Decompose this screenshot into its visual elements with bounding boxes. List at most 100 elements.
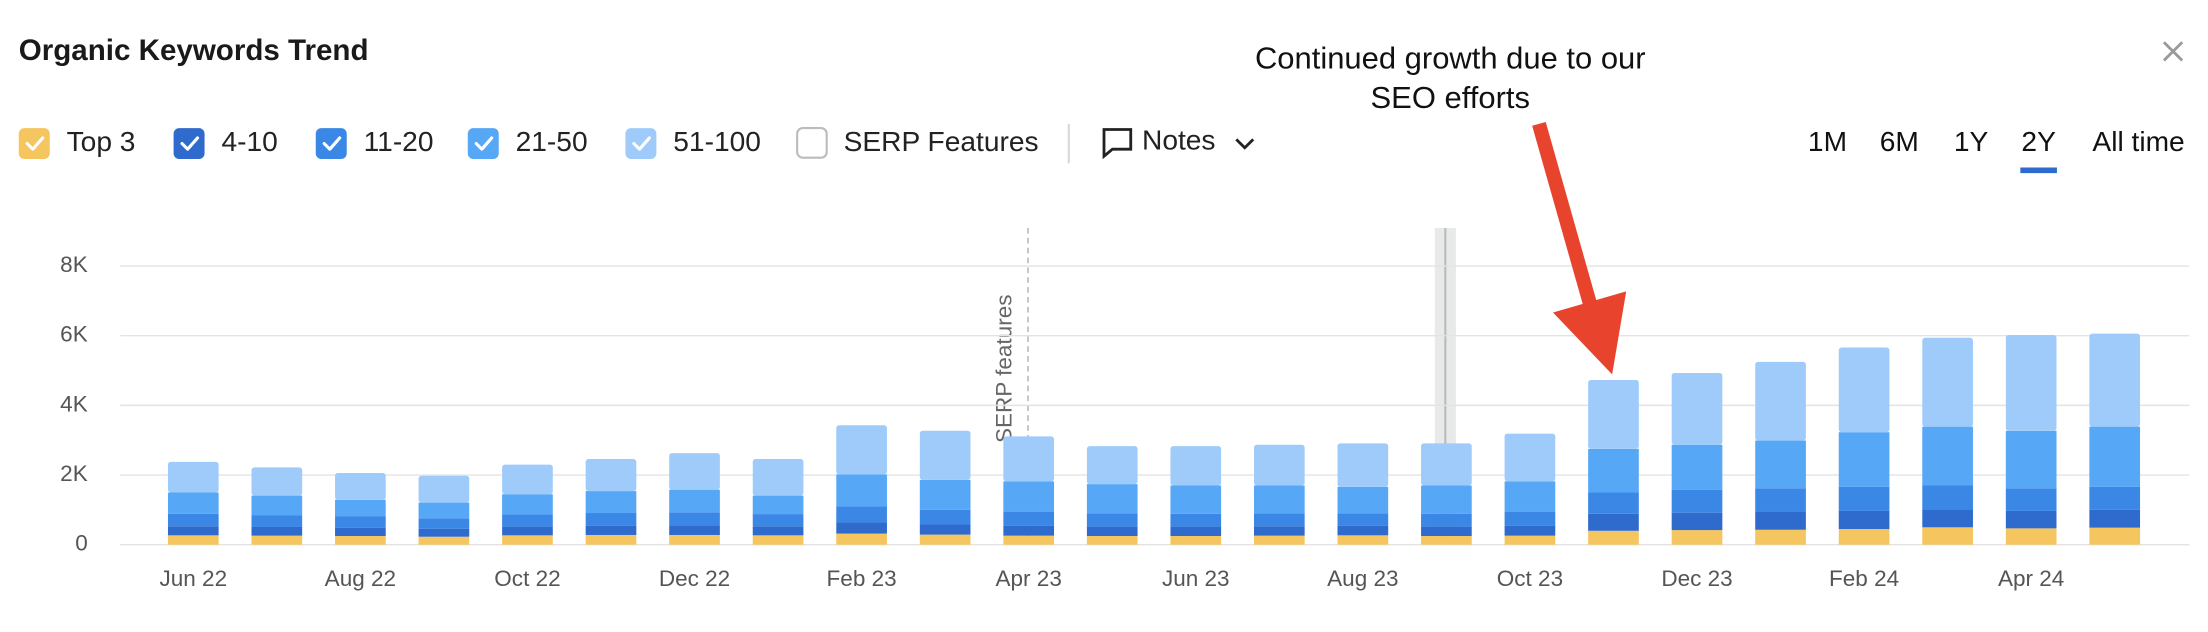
bar-segment xyxy=(1337,486,1389,514)
bar-segment xyxy=(1504,433,1556,482)
legend-item[interactable]: SERP Features xyxy=(796,126,1039,159)
bar-segment xyxy=(251,535,303,545)
range-button[interactable]: 2Y xyxy=(2020,126,2057,174)
close-button[interactable] xyxy=(2162,41,2184,62)
legend-item[interactable]: Top 3 xyxy=(18,126,136,160)
bar-segment xyxy=(585,525,637,535)
bar-segment xyxy=(1421,443,1472,486)
bar-segment xyxy=(836,533,887,545)
notes-button[interactable]: Notes xyxy=(1102,125,1255,160)
legend-label: 51-100 xyxy=(673,126,761,157)
bar-segment xyxy=(836,522,887,534)
bar-segment xyxy=(585,534,637,545)
bar-segment xyxy=(669,489,720,513)
bar-segment xyxy=(1838,432,1890,487)
bar-segment xyxy=(1003,535,1055,545)
x-tick-label: Feb 24 xyxy=(1829,566,1899,591)
x-tick-label: Oct 22 xyxy=(494,566,560,591)
bar-segment xyxy=(1755,529,1806,545)
bar-segment xyxy=(167,492,219,514)
bar-segment xyxy=(1253,485,1305,514)
chevron xyxy=(1235,138,1255,150)
bar-segment xyxy=(1838,347,1890,433)
range-button[interactable]: 6M xyxy=(1880,126,1919,157)
notes-label: Notes xyxy=(1142,125,1216,156)
legend-label: 21-50 xyxy=(516,126,588,157)
bar-segment xyxy=(1922,426,1973,486)
checkbox xyxy=(467,128,499,160)
legend-item[interactable]: 21-50 xyxy=(467,126,588,160)
bar-segment xyxy=(1086,526,1138,537)
bar-segment xyxy=(502,526,553,536)
checkbox xyxy=(315,128,347,160)
bar-segment xyxy=(2089,486,2141,510)
bar-segment xyxy=(1504,535,1556,545)
bar-segment xyxy=(1253,535,1305,545)
bar-segment xyxy=(2005,510,2057,529)
bar-segment xyxy=(2005,335,2057,431)
bar-segment xyxy=(1838,486,1890,511)
bar-segment xyxy=(836,506,887,523)
y-tick-label: 4K xyxy=(60,391,88,416)
bar-segment xyxy=(585,513,637,526)
bar-segment xyxy=(502,464,553,495)
bar-segment xyxy=(1671,372,1723,445)
bar-segment xyxy=(1253,444,1305,486)
legend-label: Top 3 xyxy=(67,126,136,157)
serp-marker-label: SERP features xyxy=(991,295,1016,444)
bar-segment xyxy=(2089,509,2141,528)
bar-segment xyxy=(1504,511,1556,526)
legend-item[interactable]: 51-100 xyxy=(625,126,761,160)
x-tick-label: Feb 23 xyxy=(827,566,897,591)
checkbox xyxy=(796,127,828,159)
range-label: 6M xyxy=(1880,126,1919,157)
bar-segment xyxy=(919,509,971,525)
y-tick-label: 0 xyxy=(75,531,88,556)
bar-segment xyxy=(1588,379,1639,449)
range-button[interactable]: 1Y xyxy=(1954,126,1989,157)
range-button[interactable]: All time xyxy=(2092,126,2184,157)
bar-segment xyxy=(502,494,553,515)
arrow-head xyxy=(1553,291,1627,375)
annotation-line: SEO efforts xyxy=(1371,80,1530,115)
bar-segment xyxy=(167,535,219,545)
bar-segment xyxy=(418,518,470,529)
bar-segment xyxy=(1170,446,1222,486)
bar-segment xyxy=(1170,485,1222,514)
bar-segment xyxy=(1337,443,1389,487)
bar-segment xyxy=(1755,361,1806,441)
bar-segment xyxy=(2089,527,2141,545)
y-tick-label: 8K xyxy=(60,252,88,277)
range-label: 1Y xyxy=(1954,126,1989,157)
range-label: All time xyxy=(2092,126,2184,157)
legend-item[interactable]: 11-20 xyxy=(315,126,434,160)
arrow xyxy=(1532,121,1627,375)
legend-item[interactable]: 4-10 xyxy=(173,126,278,160)
bar-segment xyxy=(2089,333,2141,427)
legend-label: SERP Features xyxy=(844,126,1039,157)
bar-segment xyxy=(1170,513,1222,527)
bar-segment xyxy=(1838,529,1890,545)
bar-segment xyxy=(418,528,470,537)
bar-segment xyxy=(1838,510,1890,530)
bar-segment xyxy=(1588,513,1639,531)
bar-segment xyxy=(502,535,553,545)
bar-segment xyxy=(1337,513,1389,526)
bar-segment xyxy=(752,459,804,496)
bar-segment xyxy=(1337,525,1389,536)
bar-segment xyxy=(167,526,219,536)
range-button[interactable]: 1M xyxy=(1808,126,1847,157)
legend-label: 4-10 xyxy=(221,126,277,157)
bar-segment xyxy=(1421,536,1472,545)
bar-segment xyxy=(919,524,971,535)
bar-segment xyxy=(1003,511,1055,526)
bar-segment xyxy=(1922,509,1973,528)
bar-segment xyxy=(1588,492,1639,514)
bar-segment xyxy=(752,495,804,515)
bar-segment xyxy=(1003,481,1055,512)
bar-segment xyxy=(335,516,386,528)
bar-segment xyxy=(1504,525,1556,536)
bar-segment xyxy=(836,425,887,475)
arrow-shaft xyxy=(1532,121,1600,315)
